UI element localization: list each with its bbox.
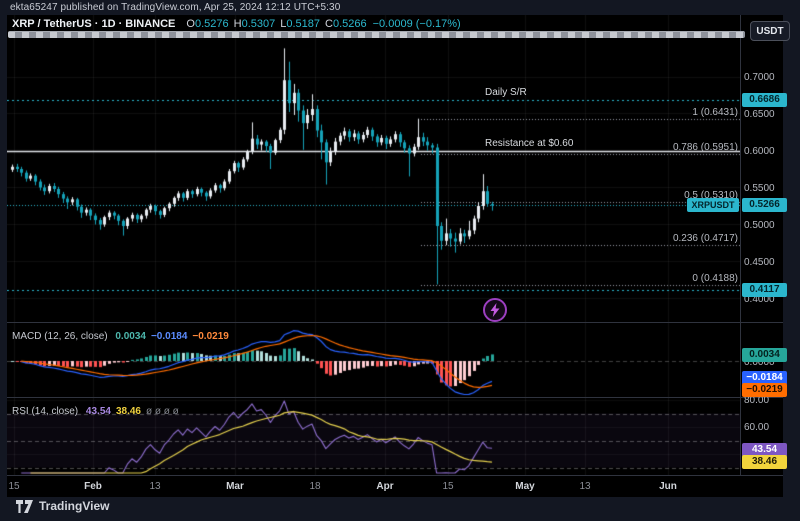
ohlc-label: H <box>233 18 242 30</box>
symbol-price-tag: XRPUSDT <box>687 197 739 212</box>
collapsed-toolbar-strip[interactable] <box>8 31 745 38</box>
axis-price-box: 0.5266 <box>742 197 787 212</box>
tradingview-logo-text: TradingView <box>39 499 110 513</box>
time-tick-label: 15 <box>8 481 20 492</box>
time-tick-label: Mar <box>226 481 244 492</box>
tradingview-mark-icon <box>16 499 33 513</box>
macd-title: MACD (12, 26, close) <box>12 331 108 342</box>
chart-frame: XRP / TetherUS · 1D · BINANCE O0.5276 H0.5… <box>7 15 787 497</box>
fib-level-label: 0.786 (0.5951) <box>672 142 738 154</box>
time-tick-label: May <box>515 481 535 492</box>
macd-legend-value: 0.0034 <box>115 331 146 342</box>
ohlc-label: O <box>186 18 195 30</box>
macd-legend-value: −0.0219 <box>192 331 229 342</box>
ohlc-value: 0.5276 <box>194 18 229 30</box>
rsi-title: RSI (14, close) <box>12 406 79 417</box>
macd-axis-box: 0.0034 <box>742 348 787 362</box>
change-value: −0.0009 (−0.17%) <box>372 18 461 30</box>
ohlc-label: L <box>280 18 287 30</box>
price-tick-label: 0.4000 <box>744 293 775 305</box>
price-tick-label: 0.5500 <box>744 182 775 194</box>
price-tick-label: 0.6000 <box>744 145 775 157</box>
rsi-axis-box: 38.46 <box>742 455 787 469</box>
pane-separator[interactable] <box>7 322 783 323</box>
macd-axis-box: −0.0184 <box>742 371 787 385</box>
macd-legend[interactable]: MACD (12, 26, close) 0.0034 −0.0184 −0.021… <box>12 331 234 342</box>
indicator-tick-label: 80.00 <box>744 395 770 406</box>
boost-icon[interactable] <box>483 298 507 322</box>
axis-price-box: 0.6686 <box>742 92 787 107</box>
ohlc-value: 0.5187 <box>286 18 321 30</box>
price-tick-label: 0.6500 <box>744 108 775 120</box>
price-tick-label: 0.5000 <box>744 219 775 231</box>
currency-toggle-button[interactable]: USDT <box>750 21 790 41</box>
ohlc-value: 0.5266 <box>332 18 367 30</box>
rsi-ma-legend-value: 38.46 <box>115 406 141 417</box>
symbol-title[interactable]: XRP / TetherUS · 1D · BINANCE <box>12 18 176 30</box>
ohlc-values: O0.5276 H0.5307 L0.5187 C0.5266 <box>181 18 366 30</box>
ohlc-label: C <box>325 18 333 30</box>
lightning-bolt-icon <box>490 303 500 317</box>
axis-price-box: 0.4117 <box>742 282 787 297</box>
time-tick-label: 13 <box>149 481 161 492</box>
daily-sr-label[interactable]: Daily S/R <box>485 86 527 98</box>
price-tick-label: 0.7000 <box>744 71 775 83</box>
fib-level-label: 0 (0.4188) <box>692 272 738 284</box>
price-chart-canvas[interactable] <box>7 15 740 475</box>
macd-axis-box: −0.0219 <box>742 383 787 397</box>
rsi-axis-box: 43.54 <box>742 443 787 457</box>
time-tick-label: 18 <box>309 481 321 492</box>
price-tick-label: 0.4500 <box>744 256 775 268</box>
macd-legend-value: −0.0184 <box>150 331 188 342</box>
fib-level-label: 0.5 (0.5310) <box>684 189 738 201</box>
attribution-text: ekta65247 published on TradingView.com, … <box>10 2 341 13</box>
time-tick-label: Jun <box>659 481 677 492</box>
pane-separator <box>7 475 783 476</box>
indicator-tick-label: 0.0000 <box>744 357 775 368</box>
resistance-label[interactable]: Resistance at $0.60 <box>485 138 574 150</box>
pane-separator[interactable] <box>7 397 783 398</box>
ohlc-value: 0.5307 <box>241 18 276 30</box>
time-tick-label: Feb <box>84 481 102 492</box>
rsi-legend[interactable]: RSI (14, close) 43.54 38.46 ø ø ø ø <box>12 406 184 417</box>
symbol-bar: XRP / TetherUS · 1D · BINANCE O0.5276 H0.5… <box>12 18 461 30</box>
fib-level-label: 0.236 (0.4717) <box>672 233 738 245</box>
fib-level-label: 1 (0.6431) <box>692 106 738 118</box>
time-tick-label: 13 <box>579 481 591 492</box>
tradingview-logo[interactable]: TradingView <box>16 499 109 513</box>
time-tick-label: 15 <box>442 481 454 492</box>
time-tick-label: Apr <box>376 481 394 492</box>
indicator-tick-label: 60.00 <box>744 422 770 433</box>
rsi-legend-value: 43.54 <box>85 406 111 417</box>
price-axis-separator <box>740 15 741 475</box>
rsi-placeholder-values: ø ø ø ø <box>145 406 179 417</box>
